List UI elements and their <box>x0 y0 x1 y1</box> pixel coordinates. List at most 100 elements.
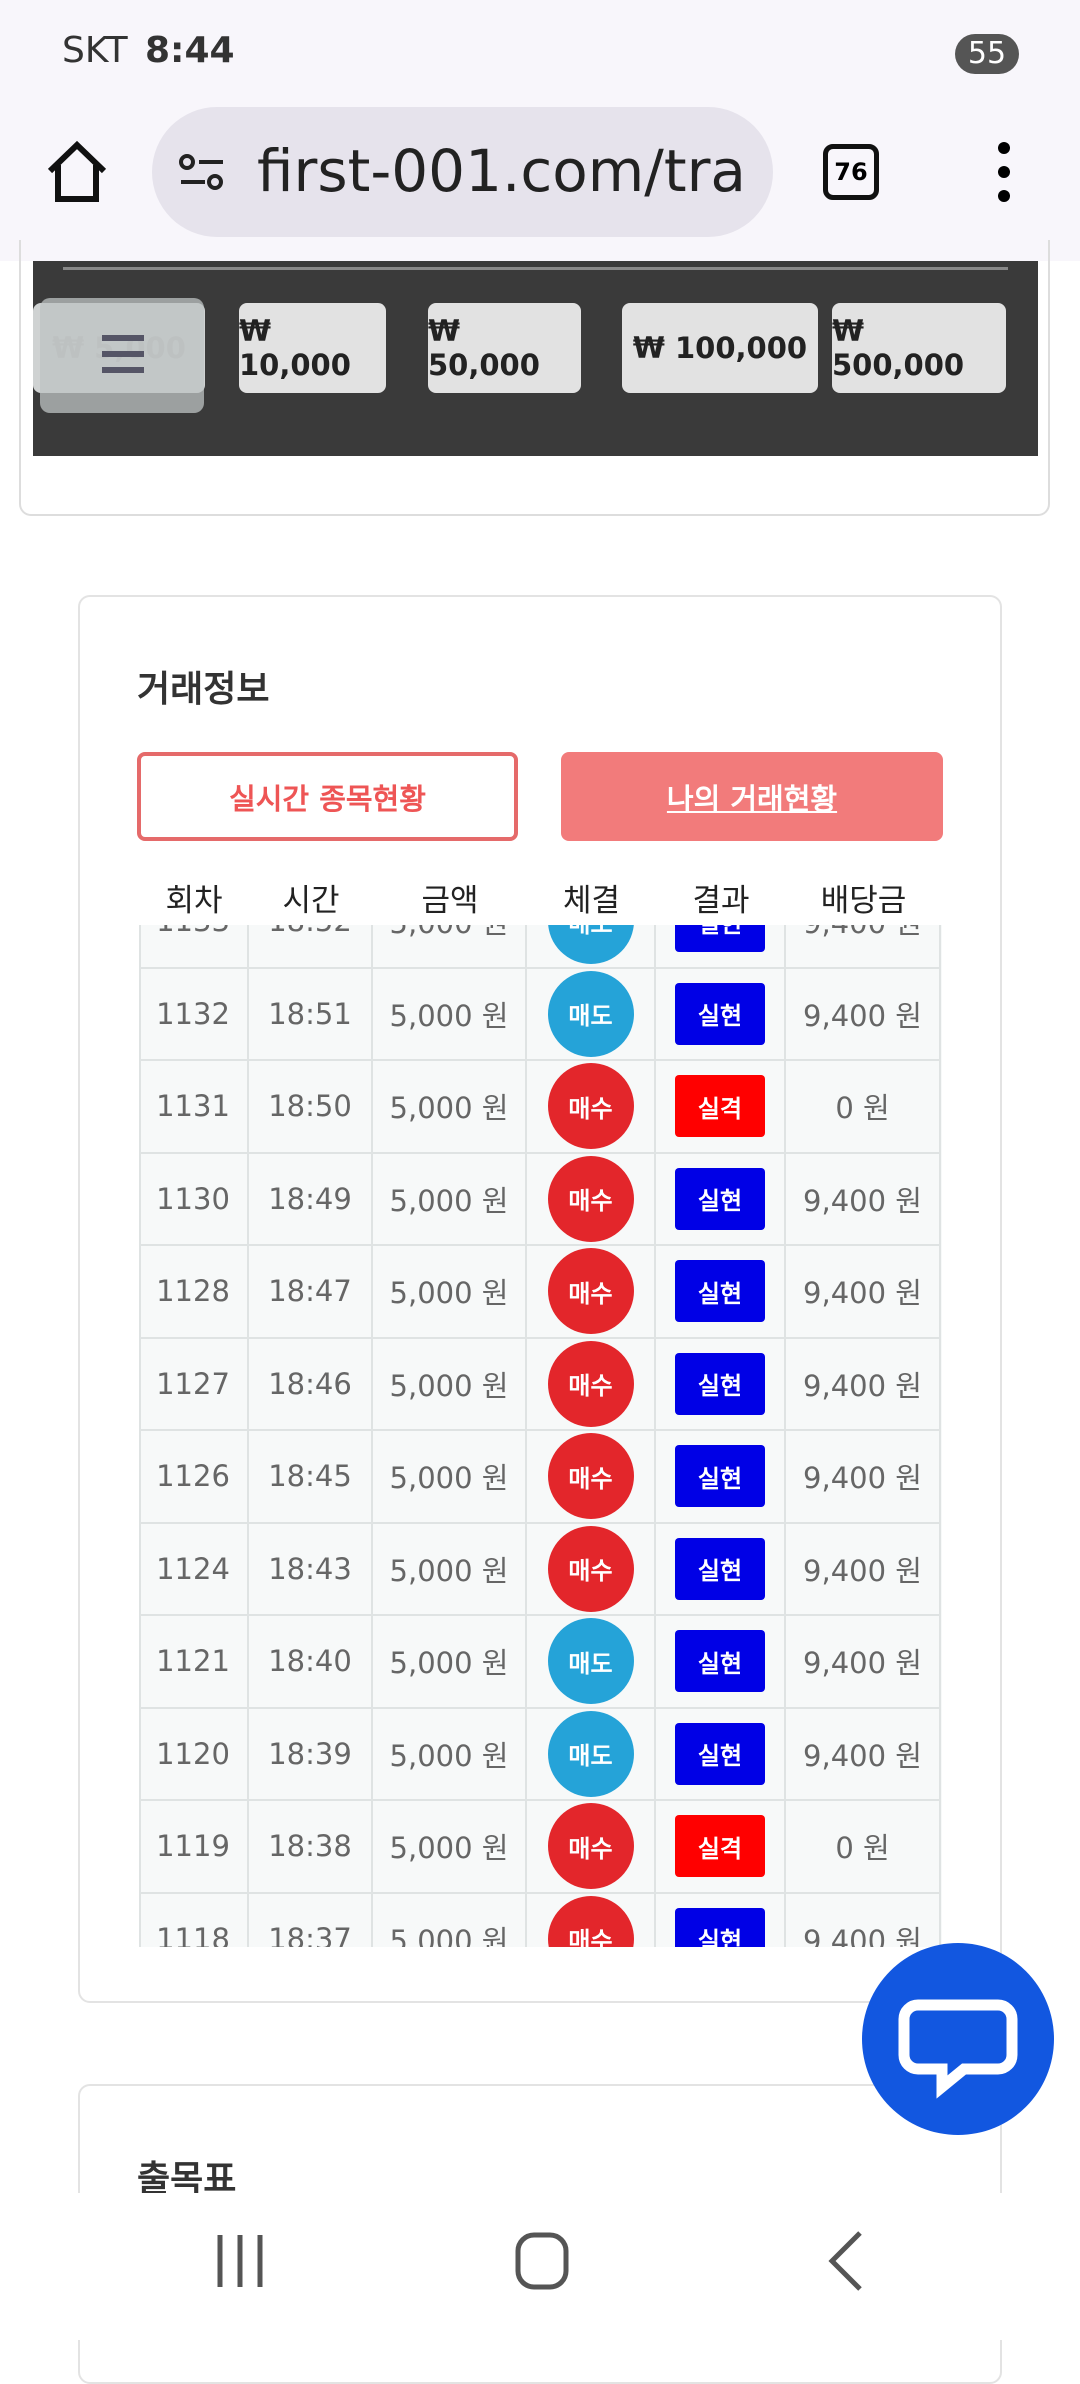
side-badge: 매수 <box>547 1155 634 1242</box>
column-header: 회차 <box>165 883 223 919</box>
amount-button[interactable]: ₩ 50,000 <box>428 303 581 393</box>
side-badge: 매도 <box>547 970 634 1057</box>
table-cell: 5,000 원 <box>373 1893 527 1947</box>
battery: 55 <box>955 34 1019 74</box>
table-cell: 1131 <box>141 1061 249 1154</box>
table-cell: 18:43 <box>249 1523 373 1616</box>
side-badge: 매수 <box>547 1340 634 1427</box>
nav-bar <box>0 2193 1080 2340</box>
side-badge: 매수 <box>547 1063 634 1150</box>
table-cell: 18:49 <box>249 1153 373 1246</box>
card-title: 거래정보 <box>137 669 270 710</box>
menu-icon[interactable] <box>990 140 1018 204</box>
column-header: 배당금 <box>820 883 907 919</box>
table-cell: 5,000 원 <box>373 1616 527 1709</box>
table-cell: 5,000 원 <box>373 1061 527 1154</box>
table-cell: 매수 <box>527 1061 656 1154</box>
status-bar: SKT 8:44 55 <box>0 0 1080 105</box>
table-cell: 5,000 원 <box>373 1153 527 1246</box>
result-badge: 실현 <box>675 1907 765 1947</box>
side-badge: 매도 <box>547 1710 634 1797</box>
side-badge: 매도 <box>547 1618 634 1705</box>
browser-bar: first-001.com/tra 76 <box>0 105 1080 261</box>
table-cell: 실현 <box>656 1338 786 1431</box>
table-cell: 9,400 원 <box>786 925 941 969</box>
clock: 8:44 <box>145 30 235 71</box>
result-badge: 실현 <box>675 1352 765 1415</box>
table-cell: 9,400 원 <box>786 1893 941 1947</box>
table-cell: 5,000 원 <box>373 925 527 969</box>
table-cell: 18:38 <box>249 1801 373 1894</box>
result-badge: 실현 <box>675 1445 765 1508</box>
table-cell: 매수 <box>527 1153 656 1246</box>
side-badge: 매도 <box>547 925 634 965</box>
table-cell: 9,400 원 <box>786 968 941 1061</box>
table-cell: 실현 <box>656 1616 786 1709</box>
url-bar[interactable]: first-001.com/tra <box>152 107 773 237</box>
table-cell: 매도 <box>527 925 656 969</box>
table-cell: 5,000 원 <box>373 1431 527 1524</box>
panel-card <box>19 240 1050 516</box>
table-cell: 1128 <box>141 1246 249 1339</box>
result-badge: 실격 <box>675 1075 765 1138</box>
table-cell: 매수 <box>527 1338 656 1431</box>
table-cell: 9,400 원 <box>786 1338 941 1431</box>
table-cell: 9,400 원 <box>786 1246 941 1339</box>
amount-button[interactable]: ₩ 500,000 <box>832 303 1006 393</box>
amount-button[interactable]: ₩ 100,000 <box>622 303 818 393</box>
table-cell: 매도 <box>527 1616 656 1709</box>
table-cell: 1133 <box>141 925 249 969</box>
tab-button[interactable]: 나의 거래현황 <box>561 752 943 841</box>
table-cell: 매도 <box>527 968 656 1061</box>
carrier: SKT <box>62 30 128 71</box>
table-cell: 실격 <box>656 1061 786 1154</box>
url: first-001.com/tra <box>257 137 746 205</box>
table-cell: 18:45 <box>249 1431 373 1524</box>
table-cell: 매수 <box>527 1893 656 1947</box>
table-cell: 5,000 원 <box>373 1246 527 1339</box>
table-cell: 9,400 원 <box>786 1431 941 1524</box>
table-cell: 1132 <box>141 968 249 1061</box>
column-header: 결과 <box>692 883 750 919</box>
column-header: 체결 <box>562 883 621 919</box>
table-cell: 18:51 <box>249 968 373 1061</box>
overlay-menu[interactable] <box>40 298 204 413</box>
table-cell: 1126 <box>141 1431 249 1524</box>
table-cell: 1127 <box>141 1338 249 1431</box>
side-badge: 매수 <box>547 1433 634 1520</box>
table-cell: 0 원 <box>786 1061 941 1154</box>
table-cell: 실현 <box>656 968 786 1061</box>
table-cell: 18:52 <box>249 925 373 969</box>
table-cell: 9,400 원 <box>786 1153 941 1246</box>
table-cell: 실현 <box>656 925 786 969</box>
chat-button[interactable] <box>862 1943 1054 2135</box>
table-cell: 9,400 원 <box>786 1616 941 1709</box>
tab-count[interactable]: 76 <box>823 144 879 200</box>
side-badge: 매수 <box>547 1248 634 1335</box>
result-badge: 실현 <box>675 1537 765 1600</box>
result-badge: 실현 <box>675 1722 765 1785</box>
table-cell: 1118 <box>141 1893 249 1947</box>
side-badge: 매수 <box>547 1525 634 1612</box>
table-cell: 5,000 원 <box>373 1523 527 1616</box>
table-cell: 1120 <box>141 1708 249 1801</box>
table-cell: 실현 <box>656 1523 786 1616</box>
table-cell: 매도 <box>527 1708 656 1801</box>
table-cell: 5,000 원 <box>373 1801 527 1894</box>
table-cell: 18:39 <box>249 1708 373 1801</box>
side-badge: 매수 <box>547 1895 634 1947</box>
table-cell: 매수 <box>527 1431 656 1524</box>
column-header: 금액 <box>421 883 479 919</box>
home-icon[interactable] <box>42 137 112 207</box>
column-header: 시간 <box>282 883 340 919</box>
table-cell: 실현 <box>656 1246 786 1339</box>
table-cell: 1119 <box>141 1801 249 1894</box>
result-badge: 실현 <box>675 1167 765 1230</box>
table-cell: 18:50 <box>249 1061 373 1154</box>
amount-button[interactable]: ₩ 10,000 <box>239 303 386 393</box>
table-cell: 18:46 <box>249 1338 373 1431</box>
tab-button[interactable]: 실시간 종목현황 <box>137 752 518 841</box>
table-cell: 실현 <box>656 1893 786 1947</box>
table-cell: 0 원 <box>786 1801 941 1894</box>
